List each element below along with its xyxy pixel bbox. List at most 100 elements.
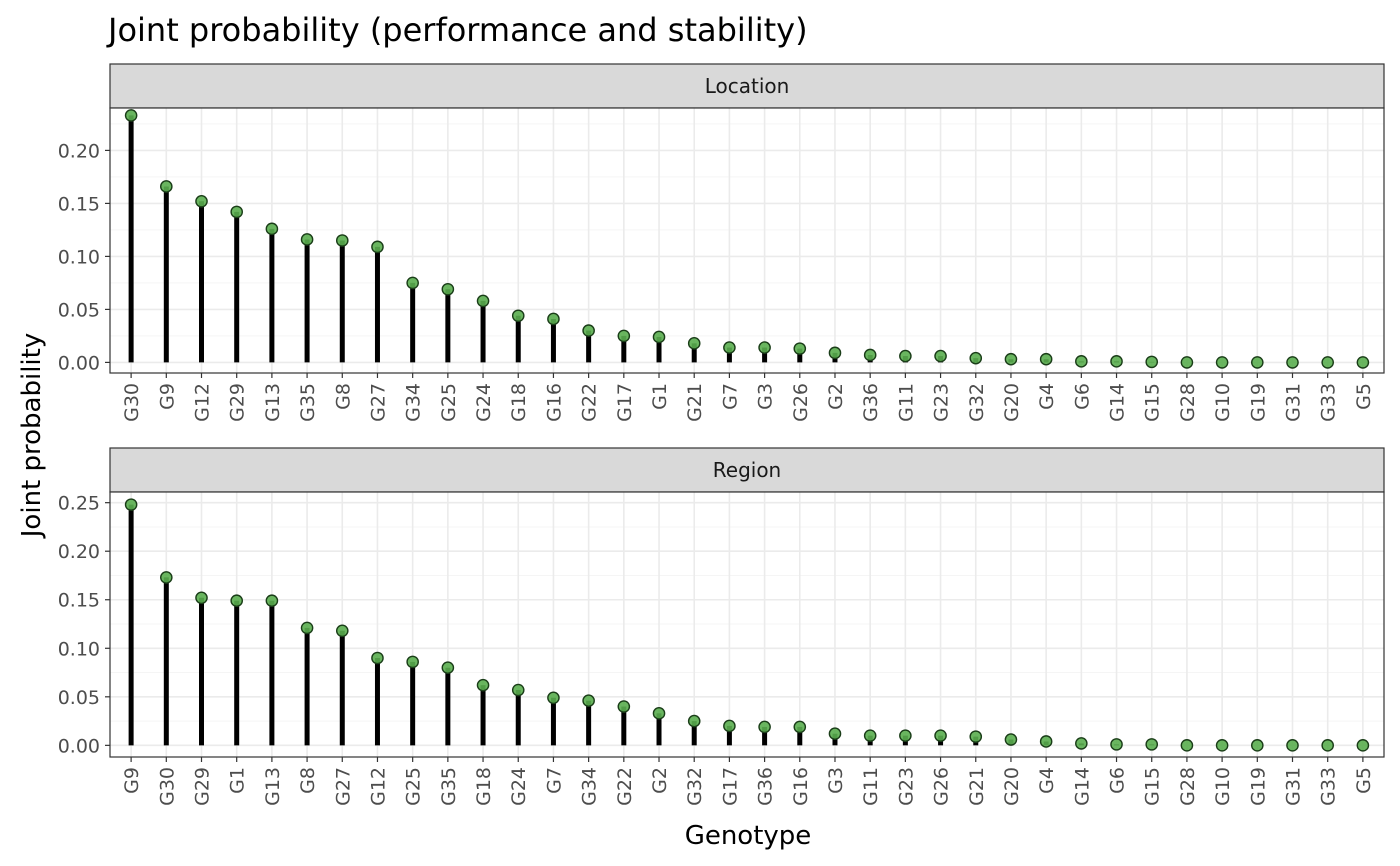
lollipop-point-g15 xyxy=(1145,738,1159,751)
lollipop-point-g2 xyxy=(828,346,842,360)
x-tick-label-g13: G13 xyxy=(262,383,284,422)
lollipop-point-g10 xyxy=(1215,739,1229,752)
facet-strip-label: Location xyxy=(705,74,790,98)
x-tick-label-g9: G9 xyxy=(121,767,143,794)
x-tick-label-g12: G12 xyxy=(192,383,214,422)
x-tick-label-g1: G1 xyxy=(649,383,671,410)
lollipop-series xyxy=(124,498,1370,752)
lollipop-point-g2 xyxy=(652,707,666,720)
x-tick-label-g36: G36 xyxy=(755,767,777,806)
y-tick-label: 0.00 xyxy=(58,352,100,374)
lollipop-point-g14 xyxy=(1075,737,1088,750)
x-tick-label-g32: G32 xyxy=(966,383,988,422)
lollipop-point-g1 xyxy=(230,594,243,608)
lollipop-series xyxy=(124,109,1370,369)
x-tick-label-g31: G31 xyxy=(1282,767,1304,806)
lollipop-point-g32 xyxy=(969,351,983,365)
y-tick-label: 0.25 xyxy=(58,493,100,515)
x-tick-label-g11: G11 xyxy=(895,383,917,422)
lollipop-point-g31 xyxy=(1286,356,1299,369)
lollipop-point-g25 xyxy=(441,282,455,296)
lollipop-point-g33 xyxy=(1321,356,1334,369)
y-tick-label: 0.20 xyxy=(58,140,100,162)
y-tick-label: 0.10 xyxy=(58,638,100,660)
x-tick-label-g5: G5 xyxy=(1353,767,1375,794)
x-tick-label-g28: G28 xyxy=(1177,767,1199,806)
lollipop-point-g6 xyxy=(1075,355,1088,368)
lollipop-point-g26 xyxy=(793,342,807,355)
lollipop-point-g34 xyxy=(582,694,595,707)
facet-panel-location: Location 0.00 0.05 0.10 0.15 0.20 G30 G9 G12 G29 G… xyxy=(58,63,1385,422)
x-tick-label-g19: G19 xyxy=(1247,767,1269,806)
gridlines xyxy=(110,492,1384,757)
lollipop-point-g36 xyxy=(758,720,771,734)
x-tick-label-g6: G6 xyxy=(1071,383,1093,410)
lollipop-point-g17 xyxy=(617,329,631,343)
x-tick-label-g6: G6 xyxy=(1107,767,1129,794)
x-tick-label-g8: G8 xyxy=(297,767,319,794)
x-tick-label-g24: G24 xyxy=(508,767,530,806)
facet-panels: Location 0.00 0.05 0.10 0.15 0.20 G30 G9 G12 G29 G… xyxy=(58,63,1385,806)
lollipop-point-g13 xyxy=(265,594,279,608)
lollipop-point-g19 xyxy=(1251,739,1264,752)
lollipop-point-g30 xyxy=(124,109,138,122)
y-tick-label: 0.05 xyxy=(58,299,100,321)
x-tick-label-g18: G18 xyxy=(508,383,530,422)
x-tick-label-g7: G7 xyxy=(719,383,741,410)
lollipop-point-g8 xyxy=(300,621,314,635)
x-tick-label-g16: G16 xyxy=(543,383,565,422)
lollipop-point-g33 xyxy=(1321,739,1334,752)
facet-strip xyxy=(109,63,1385,109)
x-tick-label-g3: G3 xyxy=(825,767,847,794)
x-tick-label-g8: G8 xyxy=(332,383,354,410)
lollipop-point-g25 xyxy=(406,655,419,669)
lollipop-point-g27 xyxy=(371,240,384,254)
x-tick-label-g2: G2 xyxy=(825,383,847,410)
x-tick-label-g14: G14 xyxy=(1107,383,1129,422)
lollipop-point-g4 xyxy=(1039,352,1053,366)
lollipop-point-g13 xyxy=(265,222,279,236)
x-tick-label-g15: G15 xyxy=(1142,767,1164,806)
x-tick-label-g34: G34 xyxy=(579,767,601,806)
x-tick-label-g35: G35 xyxy=(297,383,319,422)
x-tick-label-g26: G26 xyxy=(790,383,812,422)
y-tick-label: 0.20 xyxy=(58,541,100,563)
x-tick-label-g17: G17 xyxy=(614,383,636,422)
x-tick-label-g29: G29 xyxy=(192,767,214,806)
facet-strip-label: Region xyxy=(713,458,781,482)
x-tick-label-g30: G30 xyxy=(121,383,143,422)
lollipop-point-g14 xyxy=(1110,355,1123,368)
lollipop-point-g20 xyxy=(1004,352,1018,366)
x-tick-label-g4: G4 xyxy=(1036,383,1058,410)
x-tick-label-g27: G27 xyxy=(332,767,354,806)
x-tick-label-g35: G35 xyxy=(438,767,460,806)
x-tick-label-g13: G13 xyxy=(262,767,284,806)
x-tick-label-g1: G1 xyxy=(227,767,249,794)
plot-border xyxy=(109,107,1385,374)
lollipop-point-g18 xyxy=(476,678,490,692)
lollipop-point-g8 xyxy=(335,234,349,247)
y-tick-label: 0.15 xyxy=(58,193,100,215)
x-tick-label-g23: G23 xyxy=(895,767,917,806)
lollipop-point-g28 xyxy=(1180,356,1194,369)
lollipop-point-g4 xyxy=(1039,735,1053,748)
facet-strip xyxy=(109,447,1385,493)
lollipop-point-g35 xyxy=(441,661,455,674)
x-tick-label-g10: G10 xyxy=(1212,767,1234,806)
lollipop-point-g5 xyxy=(1356,356,1370,369)
x-tick-label-g24: G24 xyxy=(473,383,495,422)
x-tick-label-g20: G20 xyxy=(1001,383,1023,422)
lollipop-point-g34 xyxy=(406,276,419,290)
x-tick-label-g10: G10 xyxy=(1212,383,1234,422)
lollipop-point-g35 xyxy=(300,233,314,246)
x-tick-label-g4: G4 xyxy=(1036,767,1058,794)
x-tick-label-g5: G5 xyxy=(1353,383,1375,410)
x-tick-label-g12: G12 xyxy=(367,767,389,806)
x-tick-label-g7: G7 xyxy=(543,767,565,794)
lollipop-point-g29 xyxy=(195,591,208,605)
lollipop-point-g32 xyxy=(687,714,701,728)
x-tick-label-g21: G21 xyxy=(684,383,706,422)
lollipop-point-g21 xyxy=(969,730,983,743)
lollipop-point-g30 xyxy=(160,571,173,584)
